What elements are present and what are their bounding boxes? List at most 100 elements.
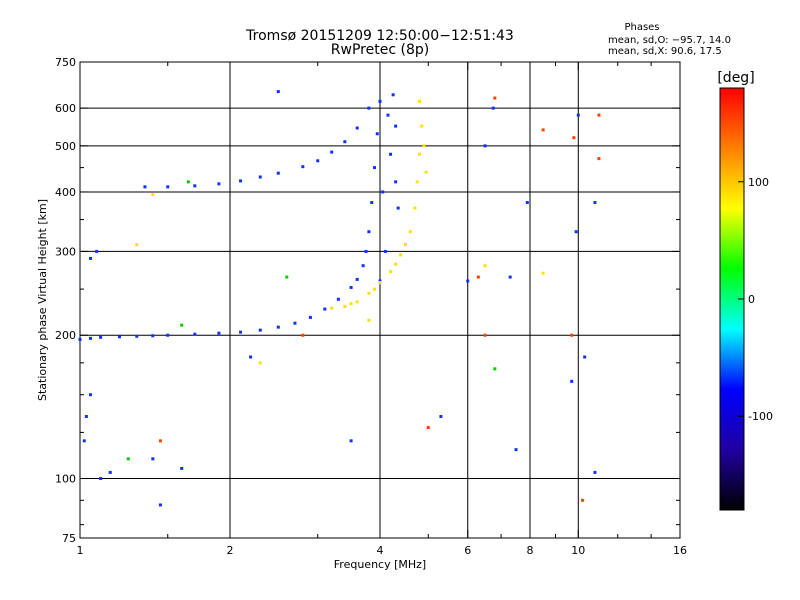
data-point: [217, 331, 221, 335]
data-point: [355, 126, 359, 130]
data-point: [439, 414, 443, 418]
data-point: [383, 249, 387, 253]
data-point: [574, 230, 578, 234]
data-point: [396, 206, 400, 210]
data-point: [389, 152, 393, 156]
data-point: [99, 335, 103, 339]
data-point: [217, 182, 221, 186]
data-point: [581, 498, 585, 502]
data-point: [336, 297, 340, 301]
y-axis-label: Stationary phase Virtual Height [km]: [36, 199, 49, 401]
data-point: [180, 323, 184, 327]
data-point: [249, 355, 253, 359]
data-point: [343, 304, 347, 308]
data-point: [381, 190, 385, 194]
colorbar-tick-label: -100: [748, 410, 773, 423]
data-point: [135, 334, 139, 338]
data-point: [276, 171, 280, 175]
phases-stats-o: mean, sd,O: −95.7, 14.0: [608, 35, 731, 46]
data-point: [316, 159, 320, 163]
data-point: [378, 281, 382, 285]
chart-title: Tromsø 20151209 12:50:00−12:51:43: [245, 28, 514, 44]
data-point: [330, 150, 334, 154]
y-tick-label: 750: [55, 56, 76, 69]
data-point: [583, 355, 587, 359]
colorbar-tick-label: 0: [748, 293, 755, 306]
data-point: [367, 318, 371, 322]
data-point: [408, 230, 412, 234]
data-point: [483, 264, 487, 268]
data-point: [373, 287, 377, 291]
y-tick-label: 400: [55, 186, 76, 199]
data-point: [525, 201, 529, 205]
data-point: [151, 334, 155, 338]
y-tick-label: 600: [55, 102, 76, 115]
data-point: [89, 336, 93, 340]
data-point: [483, 333, 487, 337]
data-point: [514, 448, 518, 452]
data-point: [491, 106, 495, 110]
data-point: [186, 180, 190, 184]
data-point: [343, 140, 347, 144]
data-point: [78, 337, 82, 341]
y-tick-label: 100: [55, 473, 76, 486]
x-tick-label: 1: [77, 544, 84, 557]
data-point: [417, 152, 421, 156]
data-point: [597, 113, 601, 117]
data-point: [375, 132, 379, 136]
data-point: [158, 439, 162, 443]
data-point: [541, 271, 545, 275]
data-point: [394, 124, 398, 128]
data-point: [394, 180, 398, 184]
data-point: [370, 201, 374, 205]
y-tick-label: 300: [55, 245, 76, 258]
data-point: [426, 425, 430, 429]
data-point: [323, 307, 327, 311]
data-point: [84, 414, 88, 418]
data-point: [422, 144, 426, 148]
data-point: [301, 333, 305, 337]
data-point: [89, 256, 93, 260]
data-point: [293, 321, 297, 325]
data-point: [386, 113, 390, 117]
y-tick-label: 75: [62, 532, 76, 545]
data-point: [373, 166, 377, 170]
data-point: [239, 179, 243, 183]
data-point: [126, 457, 130, 461]
data-point: [166, 333, 170, 337]
data-point: [570, 379, 574, 383]
data-point: [349, 439, 353, 443]
data-point: [355, 277, 359, 281]
chart-subtitle: RwPretec (8p): [331, 42, 429, 58]
data-point: [413, 206, 417, 210]
data-point: [151, 457, 155, 461]
data-point: [258, 361, 262, 365]
x-tick-label: 6: [464, 544, 471, 557]
data-point: [258, 175, 262, 179]
data-point: [166, 185, 170, 189]
x-tick-label: 10: [571, 544, 585, 557]
data-point: [308, 315, 312, 319]
data-point: [193, 332, 197, 336]
data-point: [367, 230, 371, 234]
data-point: [570, 333, 574, 337]
data-point: [82, 439, 86, 443]
data-point: [301, 165, 305, 169]
x-axis-label: Frequency [MHz]: [334, 558, 426, 571]
data-point: [330, 306, 334, 310]
x-tick-label: 8: [527, 544, 534, 557]
data-point: [420, 124, 424, 128]
data-point: [483, 144, 487, 148]
data-point: [415, 180, 419, 184]
y-tick-label: 200: [55, 329, 76, 342]
phases-stats-heading: Phases: [624, 22, 659, 33]
data-point: [135, 243, 139, 247]
data-point: [276, 325, 280, 329]
plot-area: 1 2 4 6 8 10 16 75 100 200 300 400 500 600 750: [55, 56, 687, 557]
data-point: [576, 113, 580, 117]
x-tick-label: 16: [673, 544, 687, 557]
data-point: [361, 264, 365, 268]
data-point: [355, 300, 359, 304]
data-point: [541, 128, 545, 132]
